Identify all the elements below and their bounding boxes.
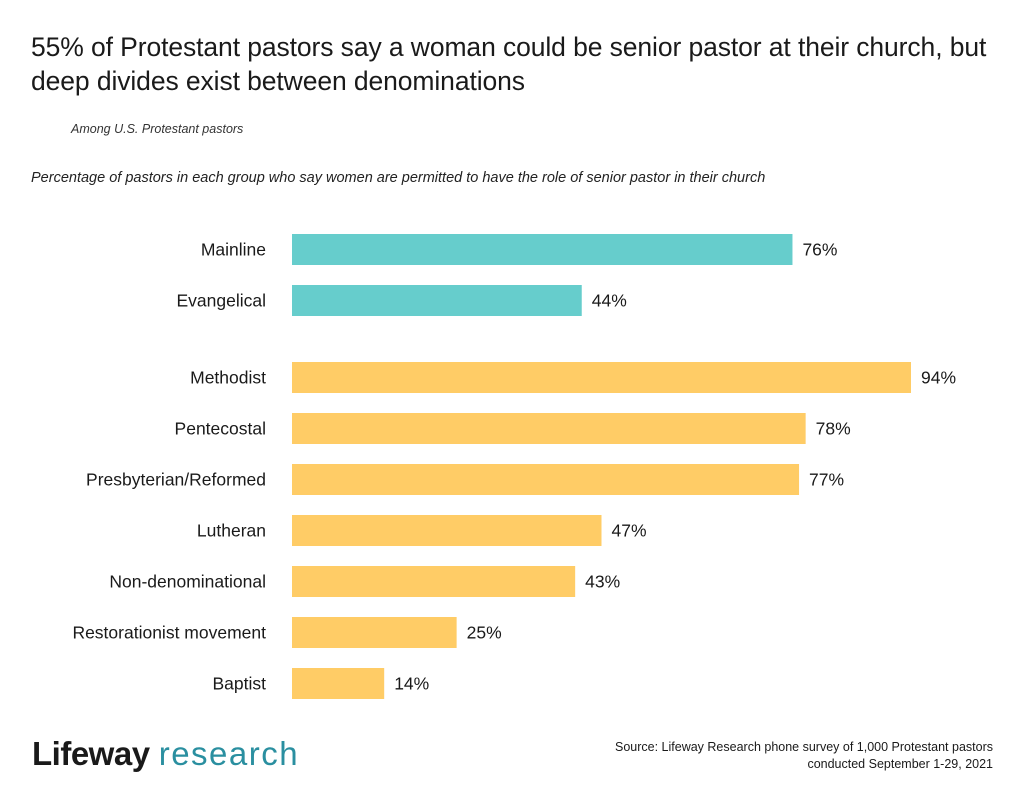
logo-brand-text: Lifeway <box>32 735 150 772</box>
value-label-restorationist-movement: 25% <box>467 623 502 643</box>
value-label-non-denominational: 43% <box>585 572 620 592</box>
bar-mainline <box>292 234 793 265</box>
source-line-1: Source: Lifeway Research phone survey of… <box>615 740 993 754</box>
value-label-baptist: 14% <box>394 674 429 694</box>
category-label-methodist: Methodist <box>190 368 266 388</box>
category-label-non-denominational: Non-denominational <box>109 572 266 592</box>
category-label-mainline: Mainline <box>201 240 266 260</box>
category-label-presbyterian-reformed: Presbyterian/Reformed <box>86 470 266 490</box>
category-label-lutheran: Lutheran <box>197 521 266 541</box>
bar-baptist <box>292 668 385 699</box>
bar-presbyterian-reformed <box>292 464 800 495</box>
value-label-evangelical: 44% <box>592 291 627 311</box>
source-line-2: conducted September 1-29, 2021 <box>807 757 993 771</box>
chart-subtitle: Among U.S. Protestant pastors <box>71 122 244 136</box>
lifeway-research-logo: Lifeway research <box>32 734 299 774</box>
bar-lutheran <box>292 515 602 546</box>
category-label-restorationist-movement: Restorationist movement <box>72 623 266 643</box>
category-label-baptist: Baptist <box>213 674 267 694</box>
chart-description: Percentage of pastors in each group who … <box>31 170 766 186</box>
value-label-mainline: 76% <box>802 240 837 260</box>
value-label-presbyterian-reformed: 77% <box>809 470 844 490</box>
value-label-pentecostal: 78% <box>816 419 851 439</box>
logo-sub-text: research <box>158 735 300 772</box>
source-note: Source: Lifeway Research phone survey of… <box>553 739 993 773</box>
bar-non-denominational <box>292 566 576 597</box>
value-label-lutheran: 47% <box>612 521 647 541</box>
bar-methodist <box>292 362 911 393</box>
category-label-pentecostal: Pentecostal <box>175 419 266 439</box>
category-label-evangelical: Evangelical <box>177 291 267 311</box>
bar-restorationist-movement <box>292 617 457 648</box>
chart-title: 55% of Protestant pastors say a woman co… <box>31 32 987 96</box>
value-label-methodist: 94% <box>921 368 956 388</box>
bar-pentecostal <box>292 413 806 444</box>
bar-evangelical <box>292 285 582 316</box>
